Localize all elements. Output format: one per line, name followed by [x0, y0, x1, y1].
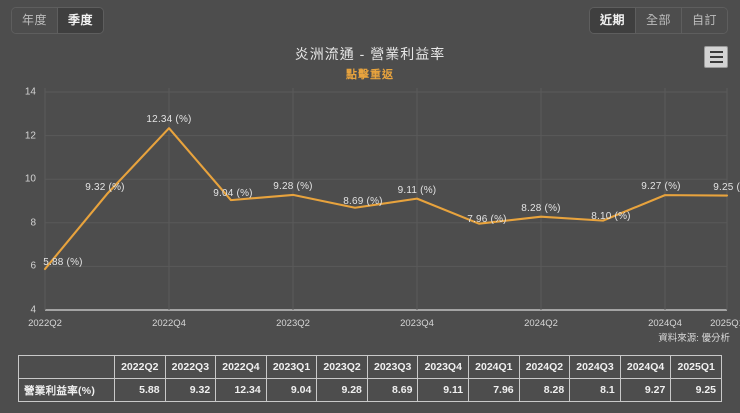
table-cell-2024Q1: 7.96: [468, 378, 520, 402]
table-cell-2023Q3: 8.69: [366, 378, 419, 402]
x-axis-tick-2022Q4: 2022Q4: [152, 318, 186, 329]
table-cell-2022Q3: 9.32: [164, 378, 217, 402]
x-axis-tick-2024Q2: 2024Q2: [524, 318, 558, 329]
y-axis-tick-6: 6: [30, 260, 36, 272]
period-toggle-group[interactable]: 年度 季度: [11, 7, 105, 34]
table-header-2023Q1: 2023Q1: [265, 355, 318, 379]
data-label-2023Q1: 9.04 (%): [213, 188, 253, 200]
x-axis-tick-2022Q2: 2022Q2: [28, 318, 62, 329]
period-option-2[interactable]: 季度: [58, 8, 104, 33]
table-cell-2022Q4: 12.34: [215, 378, 267, 402]
table-header-row: 2022Q2 2022Q3 2022Q4 2023Q1 2023Q2 2023Q3 2023…: [18, 355, 722, 379]
x-axis-tick-2023Q2: 2023Q2: [276, 318, 310, 329]
x-axis-tick-2024Q4: 2024Q4: [648, 318, 682, 329]
data-label-2025Q1: 9.25 (%): [713, 181, 740, 193]
chart-subtitle-reset-link[interactable]: 點擊重返: [346, 69, 394, 81]
data-label-2022Q4: 12.34 (%): [146, 114, 192, 126]
table-row-label: 營業利益率(%): [18, 378, 115, 402]
table-cell-2023Q4: 9.11: [417, 378, 470, 402]
x-axis-tick-2025Q1: 2025Q1: [710, 318, 740, 329]
table-header-2023Q4: 2023Q4: [417, 355, 470, 379]
table-row: 營業利益率(%) 5.88 9.32 12.34 9.04 9.28 8.69 9.11 7.9…: [18, 378, 722, 402]
table-cell-2023Q1: 9.04: [265, 378, 318, 402]
data-label-2023Q4: 9.11 (%): [397, 184, 437, 196]
data-label-2024Q1: 7.96 (%): [467, 213, 507, 225]
data-label-2024Q3: 8.10 (%): [591, 210, 631, 222]
table-cell-2024Q4: 9.27: [619, 378, 672, 402]
table-cell-2023Q2: 9.28: [316, 378, 368, 402]
data-label-2023Q2: 9.28 (%): [273, 180, 313, 192]
chart-title: 炎洲流通 - 營業利益率: [294, 46, 446, 62]
y-axis-tick-4: 4: [30, 304, 36, 316]
chart-card: 炎洲流通 - 營業利益率 點擊重返 14 12 10 8 6 4 2022Q2 2022Q4 2…: [0, 36, 740, 348]
data-label-2024Q2: 8.28 (%): [521, 202, 561, 214]
table-header-2023Q2: 2023Q2: [316, 355, 368, 379]
data-table: 2022Q2 2022Q3 2022Q4 2023Q1 2023Q2 2023Q3 2023…: [18, 355, 722, 402]
table-header-2022Q4: 2022Q4: [215, 355, 267, 379]
table-header-2023Q3: 2023Q3: [366, 355, 419, 379]
line-chart-svg: [43, 88, 729, 311]
table-header-2024Q1: 2024Q1: [468, 355, 520, 379]
menu-bar-2: [709, 56, 723, 58]
table-header-2022Q3: 2022Q3: [164, 355, 217, 379]
data-label-2022Q2: 5.88 (%): [43, 257, 83, 269]
data-label-2022Q3: 9.32 (%): [85, 182, 125, 194]
table-corner-cell: [18, 355, 115, 379]
range-option-1[interactable]: 近期: [589, 8, 636, 33]
table-cell-2022Q2: 5.88: [114, 378, 166, 402]
toolbar: 年度 季度 近期 全部 自訂: [0, 0, 740, 36]
menu-bar-1: [709, 51, 723, 53]
range-option-3[interactable]: 自訂: [681, 8, 727, 33]
y-axis-tick-8: 8: [30, 217, 36, 229]
table-header-2024Q2: 2024Q2: [518, 355, 571, 379]
y-axis-tick-14: 14: [24, 86, 36, 98]
table-header-2025Q1: 2025Q1: [670, 355, 722, 379]
hamburger-menu-icon[interactable]: [704, 46, 728, 68]
data-label-2023Q3: 8.69 (%): [343, 195, 383, 207]
range-option-2[interactable]: 全部: [635, 8, 682, 33]
x-axis-tick-2023Q4: 2023Q4: [400, 318, 434, 329]
data-label-2024Q4: 9.27 (%): [641, 181, 681, 193]
y-axis-tick-10: 10: [24, 173, 36, 185]
data-table-container: 2022Q2 2022Q3 2022Q4 2023Q1 2023Q2 2023Q3 2023…: [18, 355, 722, 402]
series-line-營業利益率(%): [43, 127, 729, 271]
table-header-2022Q2: 2022Q2: [114, 355, 166, 379]
table-header-2024Q4: 2024Q4: [619, 355, 672, 379]
table-cell-2024Q3: 8.1: [569, 378, 621, 402]
y-axis-tick-12: 12: [24, 130, 36, 142]
table-cell-2024Q2: 8.28: [518, 378, 571, 402]
table-cell-2025Q1: 9.25: [670, 378, 722, 402]
plot-area[interactable]: 14 12 10 8 6 4 2022Q2 2022Q4 2023Q2 2023Q4 2024Q2 2…: [0, 36, 740, 348]
source-note: 資料來源: 優分析: [658, 333, 730, 344]
range-toggle-group[interactable]: 近期 全部 自訂: [588, 7, 728, 34]
menu-bar-3: [709, 61, 723, 63]
table-header-2024Q3: 2024Q3: [569, 355, 621, 379]
period-option-1[interactable]: 年度: [12, 8, 59, 33]
